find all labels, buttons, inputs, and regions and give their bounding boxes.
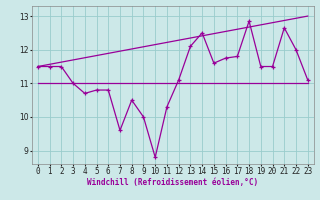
X-axis label: Windchill (Refroidissement éolien,°C): Windchill (Refroidissement éolien,°C) bbox=[87, 178, 258, 187]
